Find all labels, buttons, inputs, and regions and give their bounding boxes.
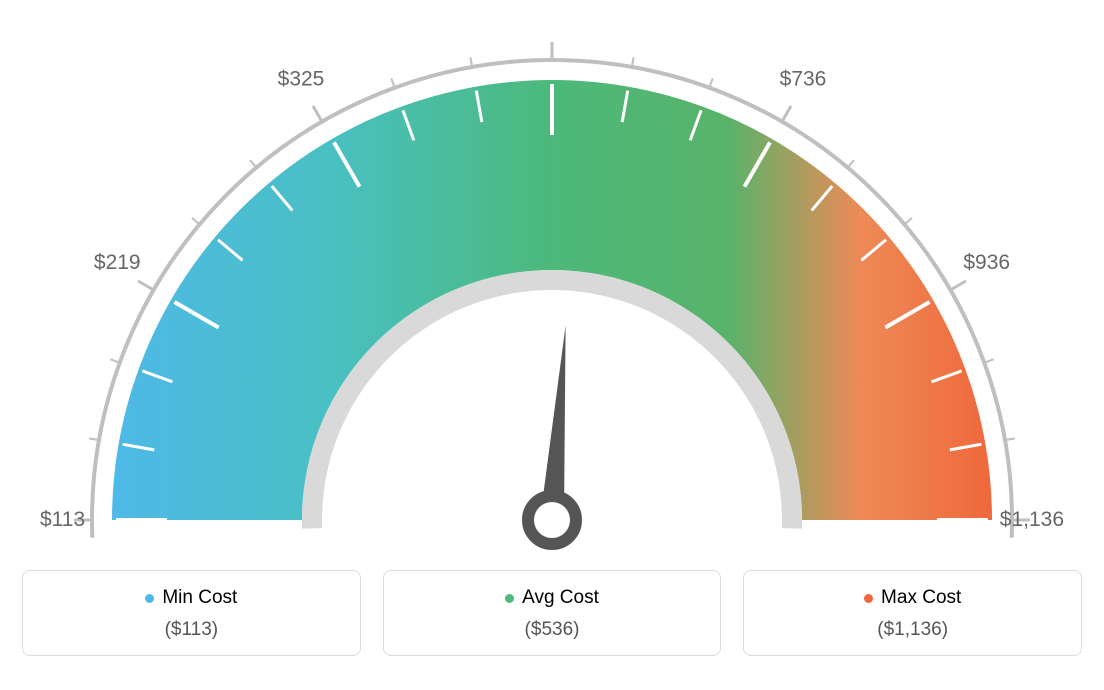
- gauge-tick-label: $1,136: [1000, 508, 1064, 531]
- gauge-tick-label: $936: [963, 251, 1010, 274]
- legend-card-min: Min Cost ($113): [22, 570, 361, 656]
- legend-title-avg: Avg Cost: [505, 587, 599, 609]
- gauge-tick-label: $113: [40, 508, 85, 531]
- gauge-tick-label: $219: [94, 251, 141, 274]
- legend-value-avg: ($536): [394, 619, 711, 641]
- legend-title-max: Max Cost: [864, 587, 961, 609]
- legend-label-min: Min Cost: [162, 587, 237, 609]
- legend-dot-avg: [505, 594, 514, 603]
- gauge-tick-label: $325: [278, 67, 325, 90]
- legend-dot-max: [864, 594, 873, 603]
- gauge-svg: $113 $219 $325 $536 $736 $936 $1,136: [22, 20, 1082, 550]
- cost-gauge: $113 $219 $325 $536 $736 $936 $1,136: [22, 20, 1082, 550]
- legend-row: Min Cost ($113) Avg Cost ($536) Max Cost…: [22, 570, 1082, 656]
- legend-label-max: Max Cost: [881, 587, 961, 609]
- gauge-tick-label: $536: [529, 20, 576, 23]
- gauge-tick-label: $736: [780, 67, 827, 90]
- legend-value-min: ($113): [33, 619, 350, 641]
- legend-label-avg: Avg Cost: [522, 587, 599, 609]
- legend-value-max: ($1,136): [754, 619, 1071, 641]
- legend-card-max: Max Cost ($1,136): [743, 570, 1082, 656]
- legend-card-avg: Avg Cost ($536): [383, 570, 722, 656]
- legend-dot-min: [145, 594, 154, 603]
- gauge-hub: [528, 496, 576, 544]
- legend-title-min: Min Cost: [145, 587, 237, 609]
